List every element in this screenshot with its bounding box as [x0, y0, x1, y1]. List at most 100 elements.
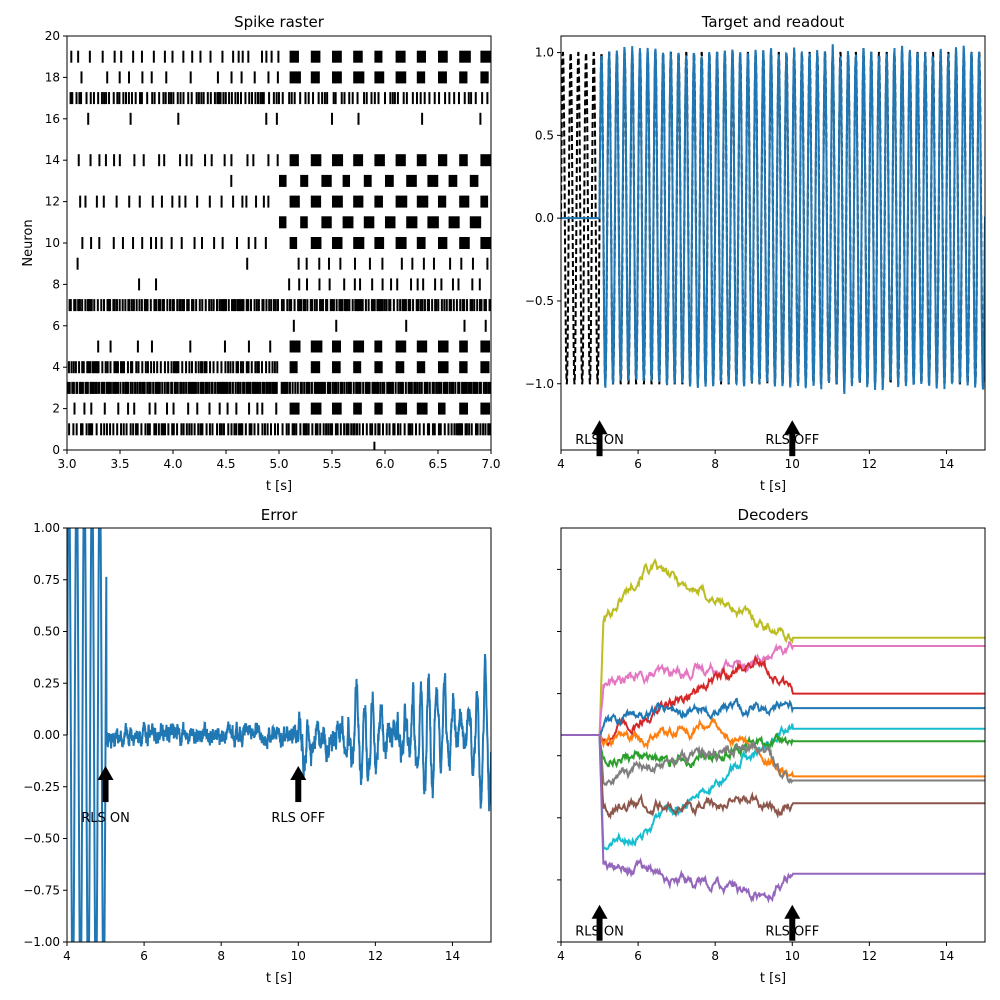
raster-burst: [374, 195, 383, 208]
raster-burst: [395, 237, 407, 249]
raster-burst: [300, 174, 309, 187]
error-ticks: 4 6 8 10 12 14 −1.00 −0.75 −0.50 −0.25 0.00 0.25 0.5…: [23, 521, 460, 963]
raster-burst: [353, 361, 362, 374]
target-ytick-label: 0.5: [535, 128, 554, 142]
raster-burst: [353, 154, 364, 167]
raster-row-neuron-1: [68, 423, 491, 436]
raster-burst: [459, 402, 468, 415]
raster-burst: [289, 361, 298, 374]
raster-burst: [438, 361, 449, 374]
readout-line: [561, 44, 985, 394]
raster-ytick-label: 12: [45, 195, 60, 209]
raster-burst: [332, 71, 342, 84]
raster-row-neuron-16: [87, 112, 482, 125]
raster-row-neuron-3: [67, 381, 491, 394]
decoders-xtick-label: 4: [557, 949, 565, 963]
raster-burst: [416, 340, 428, 353]
raster-xlabel: t [s]: [266, 479, 292, 494]
raster-burst: [310, 71, 320, 84]
raster-burst: [374, 361, 383, 374]
raster-xtick-label: 5.5: [322, 457, 341, 471]
raster-row-neuron-11: [279, 216, 482, 229]
target-annotation-label-0: RLS ON: [575, 433, 624, 448]
error-ytick-label: −0.50: [23, 832, 60, 846]
error-ytick-label: −1.00: [23, 935, 60, 949]
raster-row-neuron-17: [69, 92, 489, 105]
raster-xtick-label: 3.0: [57, 457, 76, 471]
raster-burst: [438, 237, 448, 249]
decoders-annotation-label-0: RLS ON: [575, 925, 624, 940]
target-xtick-label: 12: [862, 457, 877, 471]
raster-burst: [469, 216, 482, 229]
raster-ytick-label: 14: [45, 153, 60, 167]
target-ticks: 4 6 8 10 12 14 −1.0 −0.5 0.0 0.5 1.0: [525, 46, 954, 471]
raster-burst: [289, 50, 299, 63]
raster-burst: [427, 216, 439, 229]
decoders-arrow-head-1: [784, 904, 801, 919]
raster-burst: [289, 71, 301, 84]
target-ytick-label: 0.0: [535, 211, 554, 225]
raster-burst: [310, 340, 323, 353]
error-arrow-head-0: [97, 766, 114, 781]
error-xlabel: t [s]: [266, 971, 292, 986]
target-axes-frame: [560, 35, 986, 451]
raster-xtick-label: 4.0: [163, 457, 182, 471]
raster-burst: [374, 50, 383, 63]
raster-burst: [342, 216, 354, 229]
raster-burst: [395, 340, 407, 353]
target-xlabel: t [s]: [760, 479, 786, 494]
panel-target-readout: Target and readout 4 6 8 10 12 14 −1.0 −0.5 0.0 0…: [525, 13, 986, 494]
raster-burst: [332, 402, 342, 415]
decoders-xtick-label: 6: [634, 949, 642, 963]
decoder-line-3: [561, 697, 985, 740]
raster-burst: [374, 237, 385, 249]
target-xtick-label: 8: [711, 457, 719, 471]
raster-burst: [310, 402, 322, 415]
target-arrow-shaft-1: [789, 432, 796, 457]
raster-row-neuron-2: [73, 402, 491, 415]
decoder-line-9: [561, 734, 985, 904]
decoders-axes-frame: [560, 527, 986, 943]
error-ytick-label: −0.75: [23, 883, 60, 897]
raster-burst: [310, 195, 322, 208]
target-ytick-label: 1.0: [535, 46, 554, 60]
raster-burst: [416, 71, 426, 84]
raster-burst: [395, 154, 406, 167]
raster-burst: [459, 154, 468, 167]
decoders-xlabel: t [s]: [760, 971, 786, 986]
raster-burst: [438, 71, 447, 84]
raster-row-neuron-8: [138, 278, 481, 291]
target-arrow-head-0: [591, 420, 608, 435]
panel-decoders: Decoders 4 6 8 10 12 14 RLS ON RLS OFF t [s]: [557, 506, 986, 986]
raster-row-neuron-13: [230, 174, 479, 187]
raster-burst: [459, 237, 470, 249]
raster-ytick-label: 0: [52, 443, 60, 457]
raster-burst: [353, 195, 364, 208]
raster-row-neuron-5: [97, 340, 491, 353]
raster-burst: [332, 195, 343, 208]
raster-burst: [416, 361, 426, 374]
decoders-xtick-label: 12: [862, 949, 877, 963]
error-xtick-label: 6: [140, 949, 148, 963]
raster-burst: [438, 340, 449, 353]
raster-xtick-label: 6.0: [375, 457, 394, 471]
target-xtick-label: 6: [634, 457, 642, 471]
error-xtick-label: 8: [217, 949, 225, 963]
raster-burst: [385, 216, 396, 229]
raster-burst: [395, 402, 408, 415]
raster-burst: [289, 154, 299, 167]
raster-burst: [459, 361, 468, 374]
raster-burst: [459, 71, 468, 84]
decoder-line-6: [561, 717, 985, 779]
error-marks: [67, 528, 491, 942]
error-annotation-label-1: RLS OFF: [271, 811, 325, 826]
error-arrow-head-1: [290, 766, 307, 781]
raster-burst: [416, 154, 427, 167]
error-arrow-shaft-1: [295, 778, 302, 803]
raster-burst: [438, 195, 447, 208]
target-marks: [561, 44, 985, 394]
raster-row-neuron-14: [77, 154, 491, 167]
raster-burst: [289, 237, 298, 249]
raster-row-neuron-18: [80, 71, 489, 84]
target-annotation-label-1: RLS OFF: [765, 433, 819, 448]
